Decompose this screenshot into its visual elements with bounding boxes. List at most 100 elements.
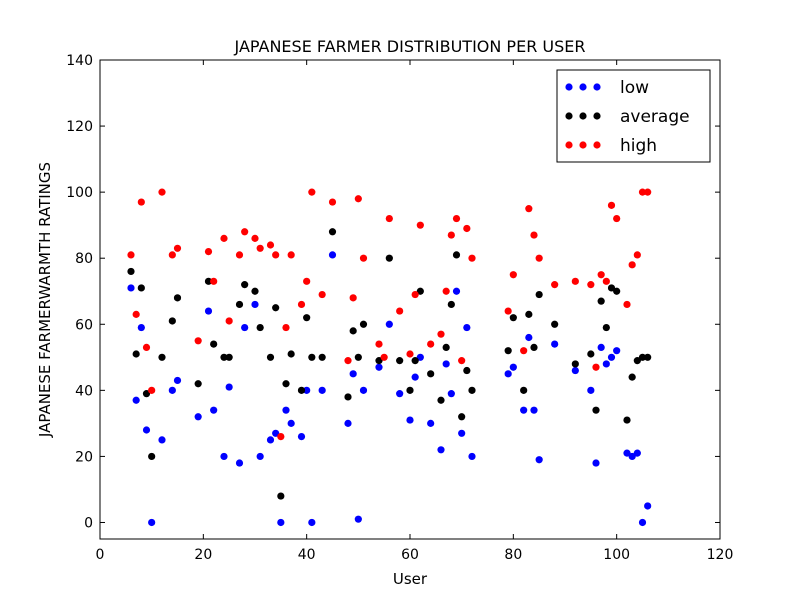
legend-marker-low <box>593 83 601 91</box>
point-high <box>468 254 476 262</box>
point-average <box>623 416 631 424</box>
point-average <box>235 300 244 309</box>
point-high <box>452 214 461 223</box>
point-average <box>509 314 517 322</box>
point-high <box>297 300 306 309</box>
y-axis: 0 20 40 60 80 100 120 140 <box>66 53 720 531</box>
point-average <box>525 310 533 318</box>
point-high <box>551 281 559 289</box>
point-average <box>607 284 616 292</box>
point-high <box>308 188 316 196</box>
point-average <box>638 353 647 361</box>
y-tick-label: 0 <box>84 515 93 531</box>
point-average <box>411 357 419 365</box>
point-low <box>442 360 450 368</box>
point-high <box>530 231 538 239</box>
point-average <box>416 287 424 295</box>
point-average <box>628 373 636 381</box>
legend-label-low: low <box>620 78 649 98</box>
point-high <box>463 224 471 233</box>
point-low <box>633 449 641 457</box>
point-low <box>241 323 249 332</box>
point-low <box>127 284 135 292</box>
point-low <box>132 396 140 404</box>
point-low <box>328 251 337 259</box>
point-low <box>427 419 435 427</box>
point-high <box>204 248 213 256</box>
point-low <box>277 518 285 527</box>
point-low <box>447 390 455 398</box>
point-high <box>210 277 218 285</box>
point-low <box>158 436 166 444</box>
y-tick-label: 80 <box>75 251 93 267</box>
point-average <box>592 406 600 414</box>
point-high <box>504 307 512 315</box>
y-axis-label: JAPANESE FARMERWARMTH RATINGS <box>36 162 54 438</box>
point-average <box>328 228 337 236</box>
point-average <box>442 343 450 351</box>
point-high <box>375 340 383 348</box>
point-average <box>137 284 145 292</box>
point-high <box>406 350 414 358</box>
point-average <box>463 366 471 375</box>
x-tick-label: 20 <box>194 547 212 563</box>
x-tick-label: 100 <box>603 547 630 563</box>
point-high <box>427 340 435 348</box>
legend-marker-low <box>579 83 587 91</box>
point-average <box>204 277 213 285</box>
point-high <box>137 198 145 206</box>
point-high <box>623 300 631 309</box>
point-average <box>613 287 621 295</box>
point-low <box>607 353 616 361</box>
point-average <box>602 323 610 332</box>
point-low <box>509 363 517 371</box>
point-average <box>282 380 290 388</box>
point-low <box>148 518 156 527</box>
point-average <box>158 353 166 361</box>
point-high <box>241 228 249 236</box>
point-high <box>127 251 135 259</box>
point-low <box>602 360 610 368</box>
point-high <box>194 337 202 345</box>
point-average <box>251 287 259 295</box>
point-low <box>349 370 357 378</box>
legend-label-high: high <box>620 136 657 156</box>
point-high <box>644 188 652 196</box>
point-high <box>380 353 388 361</box>
point-average <box>447 300 455 309</box>
point-high <box>220 234 228 242</box>
point-high <box>587 281 595 289</box>
point-high <box>520 347 528 355</box>
point-average <box>210 340 218 348</box>
point-average <box>458 413 466 421</box>
x-axis: 0 20 40 60 80 100 120 <box>96 60 733 563</box>
point-average <box>173 294 182 302</box>
point-low <box>597 343 605 351</box>
point-low <box>318 386 326 394</box>
point-average <box>633 357 641 365</box>
point-high <box>628 261 636 269</box>
point-average <box>256 323 264 332</box>
point-average <box>452 251 461 259</box>
data-marks <box>127 188 652 527</box>
point-average <box>132 350 140 358</box>
point-low <box>225 383 233 391</box>
point-average <box>277 492 285 500</box>
point-low <box>168 386 176 394</box>
point-high <box>602 277 610 285</box>
point-average <box>303 314 311 322</box>
chart-title: JAPANESE FARMER DISTRIBUTION PER USER <box>234 37 586 56</box>
point-low <box>406 416 414 424</box>
point-average <box>308 353 316 361</box>
point-high <box>607 201 616 209</box>
point-low <box>628 452 636 461</box>
point-high <box>266 241 275 249</box>
point-low <box>385 320 393 328</box>
legend: low average high <box>556 69 711 163</box>
point-low <box>458 429 466 437</box>
point-high <box>277 432 285 441</box>
legend-marker-low <box>565 83 573 91</box>
point-high <box>385 214 393 223</box>
point-high <box>318 290 326 299</box>
